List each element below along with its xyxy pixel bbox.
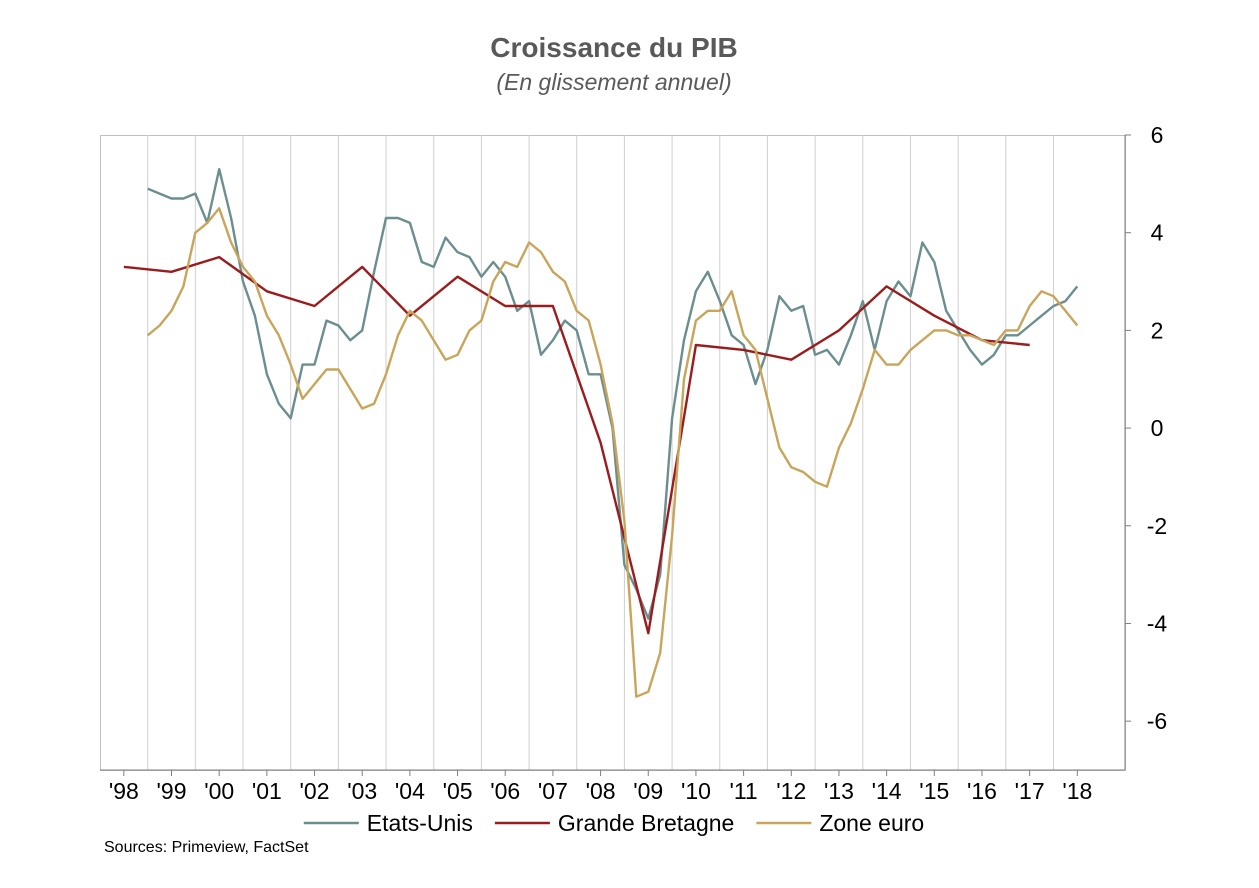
x-tick-label: '02 — [300, 778, 330, 804]
x-tick-label: '00 — [204, 778, 234, 804]
x-tick-label: '18 — [1062, 778, 1092, 804]
legend-label-etats-unis: Etats-Unis — [367, 810, 473, 836]
x-tick-label: '15 — [919, 778, 949, 804]
x-tick-label: '14 — [872, 778, 902, 804]
x-tick-label: '06 — [490, 778, 520, 804]
legend-label-zone-euro: Zone euro — [819, 810, 924, 836]
x-tick-label: '04 — [395, 778, 425, 804]
vertical-gridlines — [147, 135, 1054, 770]
x-tick-label: '17 — [1015, 778, 1045, 804]
legend-label-grande-bretagne: Grande Bretagne — [558, 810, 734, 836]
x-tick-label: '08 — [586, 778, 616, 804]
x-tick-label: '98 — [109, 778, 139, 804]
y-tick-label: -6 — [1147, 708, 1167, 734]
x-tick-label: '13 — [824, 778, 854, 804]
y-tick-label: -2 — [1147, 513, 1167, 539]
x-tick-label: '11 — [729, 778, 757, 804]
y-tick-label: -4 — [1147, 610, 1168, 636]
plot-area — [100, 135, 1126, 771]
y-tick-label: 2 — [1151, 317, 1164, 343]
x-tick-label: '12 — [776, 778, 806, 804]
x-tick-label: '16 — [967, 778, 997, 804]
x-tick-label: '03 — [347, 778, 377, 804]
x-tick-label: '09 — [633, 778, 663, 804]
y-tick-label: 4 — [1151, 220, 1164, 246]
data-series — [123, 168, 1079, 698]
source-note: Sources: Primeview, FactSet — [104, 839, 309, 856]
axes: 6 4 2 0 -2 -4 -6 '98 '99 '00 '01 '02 '03 '04 '05 '06 '07… — [100, 122, 1167, 804]
series-line-zone-euro — [146, 207, 1079, 698]
x-tick-label: '10 — [681, 778, 711, 804]
x-tick-label: '01 — [252, 778, 282, 804]
x-tick-label: '05 — [443, 778, 473, 804]
chart-subtitle: (En glissement annuel) — [496, 69, 731, 95]
chart-title: Croissance du PIB — [490, 32, 737, 63]
y-tick-label: 0 — [1151, 415, 1164, 441]
y-tick-label: 6 — [1151, 122, 1164, 148]
x-tick-label: '07 — [538, 778, 568, 804]
legend: Etats-Unis Grande Bretagne Zone euro — [303, 810, 924, 836]
series-line-grande-bretagne — [123, 255, 1030, 635]
x-tick-label: '99 — [157, 778, 187, 804]
